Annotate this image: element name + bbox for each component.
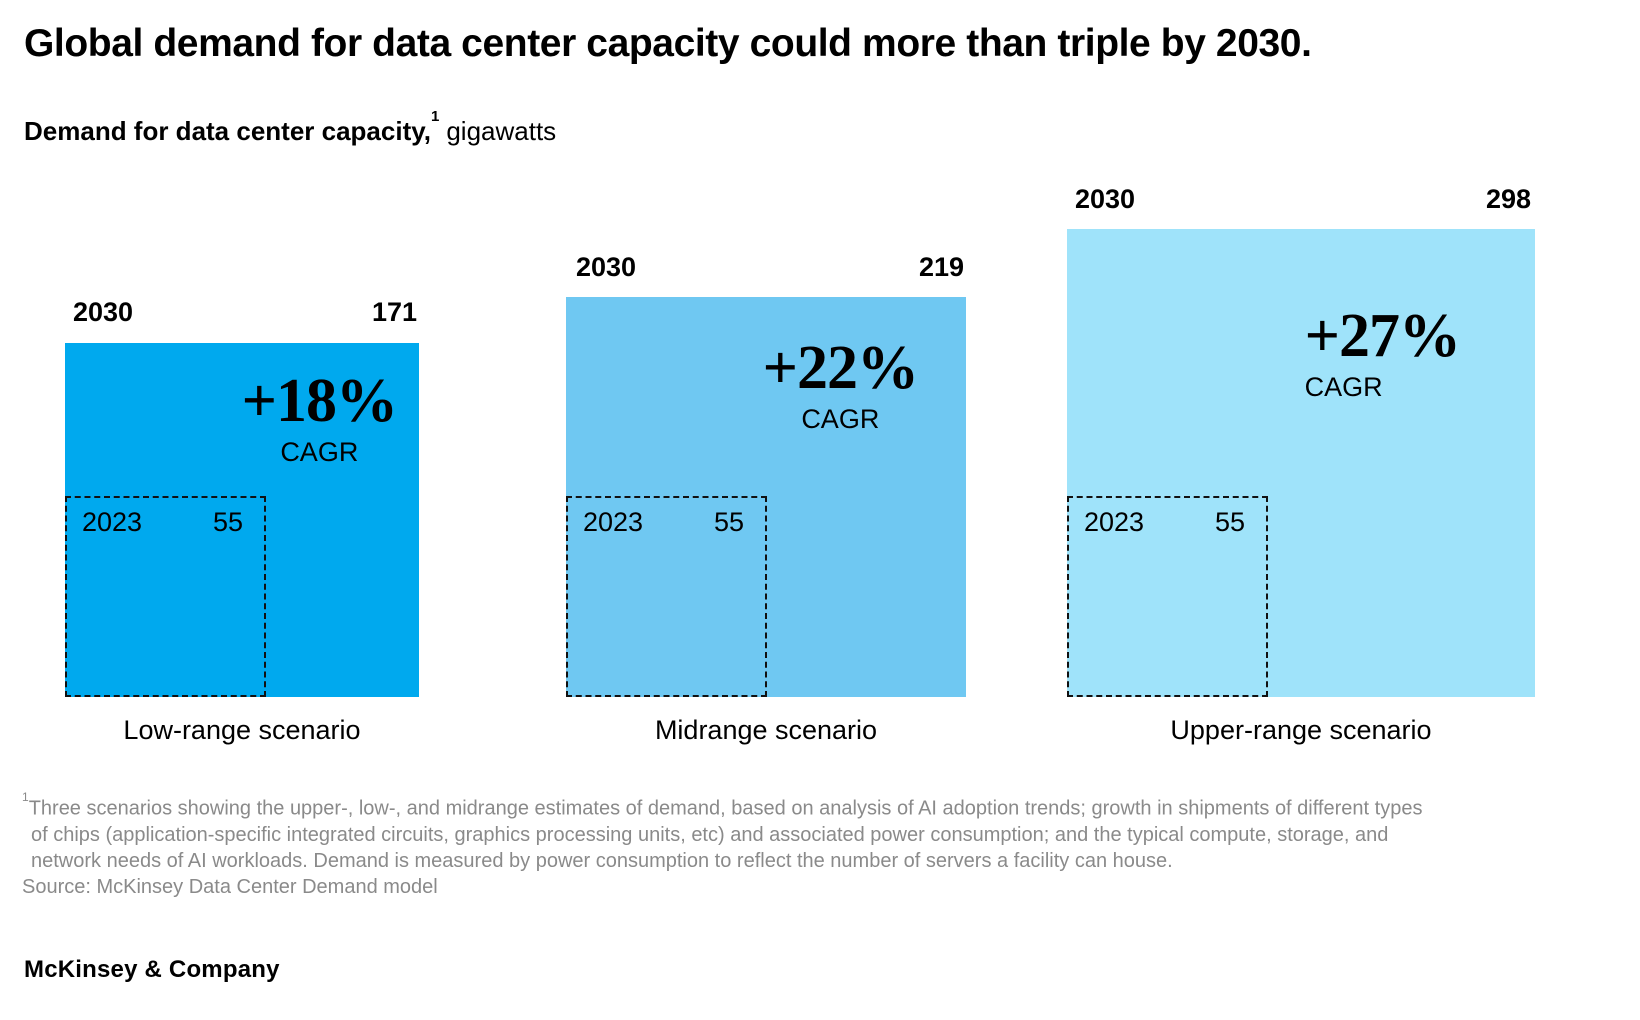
- low-range-year-2023-label: 2023: [82, 507, 143, 537]
- upper-range-year-2030-label: 2030: [1075, 184, 1136, 214]
- midrange-cagr-block: +22% CAGR: [762, 334, 919, 434]
- upper-range-scenario-caption: Upper-range scenario: [1170, 715, 1432, 745]
- low-range-scenario-caption: Low-range scenario: [123, 715, 361, 745]
- midrange-top-labels: 2030 219: [576, 254, 964, 281]
- midrange-2023-value: 55: [713, 507, 744, 537]
- low-range-2023-square: 2023 55: [65, 496, 266, 697]
- midrange-year-2023-label: 2023: [583, 507, 644, 537]
- low-range-cagr-value: +18%: [241, 367, 398, 435]
- upper-range-2023-square: 2023 55: [1067, 496, 1268, 697]
- upper-range-cagr-label: CAGR: [1304, 372, 1383, 402]
- upper-range-cagr-block: +27% CAGR: [1304, 302, 1461, 402]
- upper-range-year-2023-label: 2023: [1084, 507, 1145, 537]
- midrange-2030-square: +22% CAGR 2023 55: [566, 297, 966, 697]
- source-line: Source: McKinsey Data Center Demand mode…: [22, 875, 438, 898]
- low-range-2023-value: 55: [212, 507, 243, 537]
- upper-range-top-labels: 2030 298: [1075, 186, 1531, 213]
- upper-range-cagr-value: +27%: [1304, 302, 1461, 370]
- midrange-scenario-caption: Midrange scenario: [654, 715, 878, 745]
- midrange-year-2030-label: 2030: [576, 252, 637, 282]
- footnote-line-2: of chips (application-specific integrate…: [31, 823, 1389, 846]
- upper-range-2030-value: 298: [1485, 184, 1531, 214]
- midrange-cagr-value: +22%: [762, 334, 919, 402]
- midrange-cagr-label: CAGR: [801, 404, 880, 434]
- low-range-2030-value: 171: [371, 297, 417, 327]
- chart-subtitle: Demand for data center capacity,1 gigawat…: [24, 109, 557, 147]
- low-range-2030-square: +18% CAGR 2023 55: [65, 343, 419, 697]
- footnote-marker: 1: [22, 790, 29, 804]
- chart-title: Global demand for data center capacity c…: [24, 22, 1312, 65]
- footnote-line-1: 1Three scenarios showing the upper-, low…: [22, 790, 1422, 822]
- subtitle-unit-text: gigawatts: [446, 116, 557, 146]
- footnote-line-1-text: Three scenarios showing the upper-, low-…: [28, 797, 1423, 820]
- mckinsey-company-wordmark: McKinsey & Company: [24, 956, 280, 983]
- footnote: 1Three scenarios showing the upper-, low…: [22, 790, 1422, 900]
- upper-range-2023-value: 55: [1214, 507, 1245, 537]
- footnote-line-3: network needs of AI workloads. Demand is…: [31, 849, 1173, 872]
- upper-range-2030-square: +27% CAGR 2023 55: [1067, 229, 1535, 697]
- midrange-2023-square: 2023 55: [566, 496, 767, 697]
- low-range-top-labels: 2030 171: [73, 299, 417, 326]
- midrange-2030-value: 219: [918, 252, 964, 282]
- subtitle-footnote-marker: 1: [431, 108, 440, 126]
- low-range-year-2030-label: 2030: [73, 297, 134, 327]
- subtitle-bold-text: Demand for data center capacity,: [24, 116, 431, 146]
- low-range-cagr-label: CAGR: [280, 437, 359, 467]
- low-range-cagr-block: +18% CAGR: [241, 367, 398, 467]
